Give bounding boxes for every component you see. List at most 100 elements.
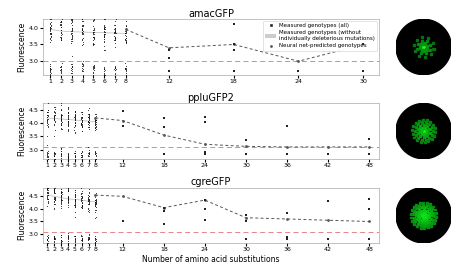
Point — [71, 209, 79, 214]
Point — [44, 197, 51, 201]
Point — [85, 150, 92, 155]
Point — [85, 199, 92, 203]
Point — [44, 134, 51, 139]
Point — [78, 112, 86, 116]
Point — [44, 113, 51, 118]
Point — [57, 67, 65, 71]
Point — [50, 187, 58, 192]
Point — [78, 43, 86, 48]
Point — [44, 241, 51, 245]
Point — [84, 112, 92, 116]
Point — [84, 152, 92, 157]
Point — [51, 115, 58, 120]
Point — [121, 31, 129, 36]
Point — [91, 198, 99, 202]
Point — [71, 239, 79, 243]
Point — [78, 123, 86, 127]
Point — [100, 34, 108, 39]
Point — [121, 36, 129, 41]
Point — [78, 237, 85, 242]
Point — [56, 22, 64, 26]
Point — [91, 236, 99, 241]
Point — [122, 38, 129, 42]
Point — [92, 118, 100, 123]
Point — [101, 68, 109, 72]
Point — [51, 195, 58, 199]
Point — [57, 192, 64, 197]
Point — [43, 191, 51, 196]
Point — [122, 65, 129, 70]
Point — [64, 156, 72, 160]
Point — [64, 151, 72, 156]
Point — [64, 193, 72, 198]
Point — [47, 32, 55, 36]
Point — [44, 200, 51, 204]
Point — [111, 28, 119, 32]
Point — [101, 32, 109, 36]
Point — [44, 203, 51, 208]
Point — [57, 20, 65, 24]
Bar — [421, 217, 424, 219]
Bar — [411, 220, 413, 222]
Point — [100, 33, 108, 37]
Point — [44, 235, 52, 239]
Point — [71, 233, 79, 238]
Point — [57, 69, 65, 73]
Point — [58, 31, 65, 36]
Point — [67, 37, 75, 41]
Point — [71, 192, 79, 196]
Point — [57, 122, 65, 126]
Point — [57, 123, 65, 127]
Point — [46, 64, 54, 68]
Point — [84, 237, 92, 242]
Point — [57, 115, 65, 120]
Point — [71, 237, 78, 241]
Point — [91, 156, 99, 161]
Bar — [414, 220, 416, 222]
Point — [57, 115, 65, 119]
Point — [78, 204, 86, 208]
Point — [92, 191, 100, 195]
Point — [57, 199, 65, 203]
Point — [64, 189, 72, 193]
Point — [230, 22, 237, 26]
Point — [64, 128, 72, 133]
Point — [91, 236, 99, 241]
Point — [64, 189, 72, 193]
Point — [111, 31, 118, 36]
Point — [85, 125, 92, 129]
Point — [111, 66, 118, 70]
Point — [71, 193, 79, 197]
Point — [91, 201, 99, 206]
Point — [57, 239, 65, 244]
Point — [57, 121, 64, 125]
Point — [57, 123, 65, 128]
Point — [78, 206, 86, 211]
Point — [71, 201, 79, 205]
Point — [283, 211, 291, 215]
Point — [78, 200, 85, 204]
Point — [50, 237, 58, 241]
Point — [100, 67, 108, 71]
Point — [47, 32, 55, 36]
Point — [71, 155, 78, 160]
Point — [90, 42, 97, 47]
Bar — [429, 44, 431, 46]
Point — [78, 153, 85, 157]
Bar — [416, 139, 418, 141]
Point — [78, 156, 86, 161]
Point — [85, 235, 93, 239]
Bar — [421, 49, 424, 52]
Point — [57, 206, 65, 211]
Point — [165, 68, 173, 73]
Point — [165, 56, 173, 60]
Point — [71, 203, 78, 208]
Point — [64, 119, 72, 123]
Point — [57, 67, 64, 72]
Point — [46, 31, 54, 35]
Point — [230, 68, 237, 73]
Point — [57, 115, 64, 119]
Point — [71, 197, 78, 201]
Point — [64, 236, 72, 240]
Point — [71, 188, 78, 192]
